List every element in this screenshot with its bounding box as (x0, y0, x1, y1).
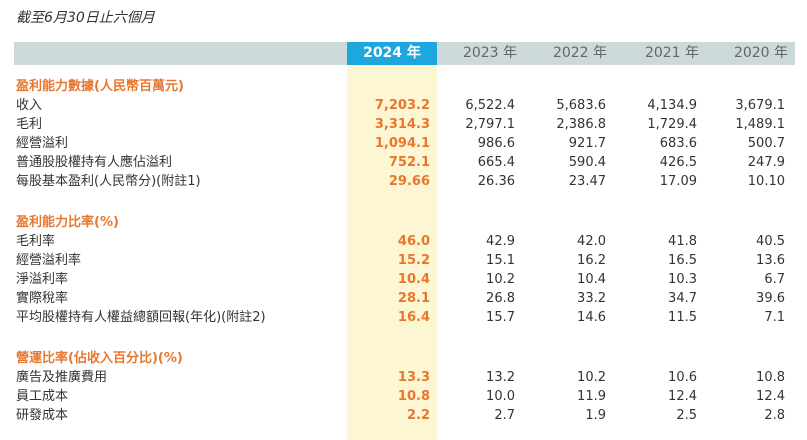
cell-value: 2.5 (676, 408, 697, 423)
row-label: 平均股權持有人權益總額回報(年化)(附註2) (16, 310, 266, 325)
cell-value: 665.4 (477, 155, 515, 170)
row-label: 淨溢利率 (16, 272, 69, 287)
highlight-header (347, 42, 437, 65)
section-title: 盈利能力數據(人民幣百萬元) (16, 79, 184, 94)
cell-value: 12.4 (756, 389, 785, 404)
cell-value: 10.2 (577, 370, 606, 385)
row-label: 普通股股權持有人應佔溢利 (16, 155, 173, 170)
cell-value: 3,679.1 (735, 98, 785, 113)
cell-value: 15.7 (486, 310, 515, 325)
row-label: 經營溢利 (16, 136, 69, 151)
cell-value: 2.7 (494, 408, 515, 423)
row-label: 每股基本盈利(人民幣分)(附註1) (16, 174, 201, 189)
cell-value: 7,203.2 (374, 98, 430, 113)
cell-value: 10.8 (397, 389, 430, 404)
column-header: 2022 年 (552, 45, 608, 61)
column-header: 2024 年 (363, 45, 421, 61)
cell-value: 16.2 (577, 253, 606, 268)
section-title: 盈利能力比率(%) (16, 215, 119, 230)
cell-value: 921.7 (568, 136, 606, 151)
cell-value: 10.6 (668, 370, 697, 385)
row-label: 實際稅率 (16, 291, 69, 306)
cell-value: 16.4 (397, 310, 430, 325)
cell-value: 247.9 (747, 155, 785, 170)
cell-value: 41.8 (668, 234, 697, 249)
column-header: 2021 年 (644, 45, 700, 61)
cell-value: 10.4 (577, 272, 606, 287)
cell-value: 14.6 (577, 310, 606, 325)
column-header: 2020 年 (733, 45, 789, 61)
row-label: 員工成本 (16, 389, 69, 404)
cell-value: 4,134.9 (647, 98, 697, 113)
cell-value: 10.3 (668, 272, 697, 287)
cell-value: 426.5 (659, 155, 697, 170)
cell-value: 500.7 (747, 136, 785, 151)
row-label: 經營溢利率 (16, 253, 82, 268)
cell-value: 42.9 (486, 234, 515, 249)
row-label: 毛利 (16, 117, 43, 132)
cell-value: 2,386.8 (556, 117, 606, 132)
cell-value: 3,314.3 (374, 117, 430, 132)
cell-value: 590.4 (568, 155, 606, 170)
cell-value: 33.2 (577, 291, 606, 306)
cell-value: 13.3 (397, 370, 430, 385)
cell-value: 2.2 (406, 408, 430, 423)
cell-value: 15.1 (486, 253, 515, 268)
cell-value: 2,797.1 (465, 117, 515, 132)
cell-value: 6,522.4 (465, 98, 515, 113)
cell-value: 10.10 (747, 174, 785, 189)
cell-value: 26.36 (477, 174, 515, 189)
cell-value: 12.4 (668, 389, 697, 404)
cell-value: 10.2 (486, 272, 515, 287)
column-header: 2023 年 (462, 45, 518, 61)
cell-value: 683.6 (659, 136, 697, 151)
cell-value: 10.4 (397, 272, 430, 287)
cell-value: 6.7 (764, 272, 785, 287)
cell-value: 16.5 (668, 253, 697, 268)
cell-value: 13.6 (756, 253, 785, 268)
cell-value: 13.2 (486, 370, 515, 385)
cell-value: 28.1 (397, 291, 430, 306)
cell-value: 42.0 (577, 234, 606, 249)
cell-value: 29.66 (388, 174, 430, 189)
cell-value: 11.5 (668, 310, 697, 325)
cell-value: 26.8 (486, 291, 515, 306)
cell-value: 10.8 (756, 370, 785, 385)
cell-value: 17.09 (659, 174, 697, 189)
cell-value: 39.6 (756, 291, 785, 306)
cell-value: 752.1 (388, 155, 430, 170)
row-label: 收入 (16, 98, 43, 113)
cell-value: 1,489.1 (735, 117, 785, 132)
cell-value: 11.9 (577, 389, 606, 404)
cell-value: 7.1 (764, 310, 785, 325)
cell-value: 10.0 (486, 389, 515, 404)
cell-value: 5,683.6 (556, 98, 606, 113)
cell-value: 2.8 (764, 408, 785, 423)
highlight-column (347, 65, 437, 440)
row-label: 研發成本 (16, 408, 69, 423)
cell-value: 986.6 (477, 136, 515, 151)
row-label: 毛利率 (16, 234, 56, 249)
cell-value: 23.47 (568, 174, 606, 189)
cell-value: 15.2 (397, 253, 430, 268)
caption: 截至6月30日止六個月 (16, 10, 155, 26)
cell-value: 1,729.4 (647, 117, 697, 132)
section-title: 營運比率(佔收入百分比)(%) (16, 351, 183, 366)
cell-value: 1.9 (585, 408, 606, 423)
row-label: 廣告及推廣費用 (16, 370, 108, 385)
cell-value: 1,094.1 (374, 136, 430, 151)
cell-value: 46.0 (397, 234, 430, 249)
cell-value: 34.7 (668, 291, 697, 306)
cell-value: 40.5 (756, 234, 785, 249)
